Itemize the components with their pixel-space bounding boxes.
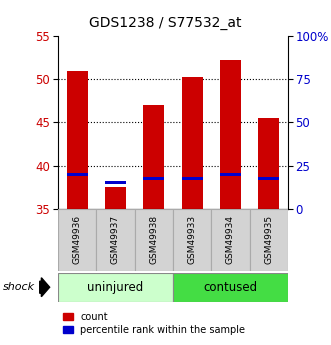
- Bar: [67, 71, 88, 209]
- Bar: [173, 273, 288, 302]
- Bar: [182, 77, 203, 209]
- Bar: [258, 118, 279, 209]
- Bar: [105, 187, 126, 209]
- Text: contused: contused: [203, 281, 258, 294]
- Bar: [173, 209, 211, 271]
- Bar: [105, 181, 126, 184]
- Bar: [58, 273, 173, 302]
- Text: GSM49935: GSM49935: [264, 215, 273, 264]
- Text: shock: shock: [3, 282, 35, 292]
- Bar: [58, 209, 96, 271]
- Bar: [258, 177, 279, 180]
- Text: GSM49933: GSM49933: [188, 215, 197, 264]
- Text: GSM49938: GSM49938: [149, 215, 158, 264]
- Text: uninjured: uninjured: [87, 281, 144, 294]
- Legend: count, percentile rank within the sample: count, percentile rank within the sample: [63, 312, 245, 335]
- Bar: [211, 209, 250, 271]
- Bar: [182, 177, 203, 180]
- Bar: [96, 209, 135, 271]
- Bar: [250, 209, 288, 271]
- Bar: [143, 177, 164, 180]
- Text: GDS1238 / S77532_at: GDS1238 / S77532_at: [89, 16, 242, 30]
- Text: GSM49934: GSM49934: [226, 215, 235, 264]
- Text: GSM49937: GSM49937: [111, 215, 120, 264]
- Bar: [67, 173, 88, 176]
- Text: GSM49936: GSM49936: [72, 215, 82, 264]
- Bar: [220, 60, 241, 209]
- Bar: [135, 209, 173, 271]
- Bar: [220, 173, 241, 176]
- Bar: [143, 105, 164, 209]
